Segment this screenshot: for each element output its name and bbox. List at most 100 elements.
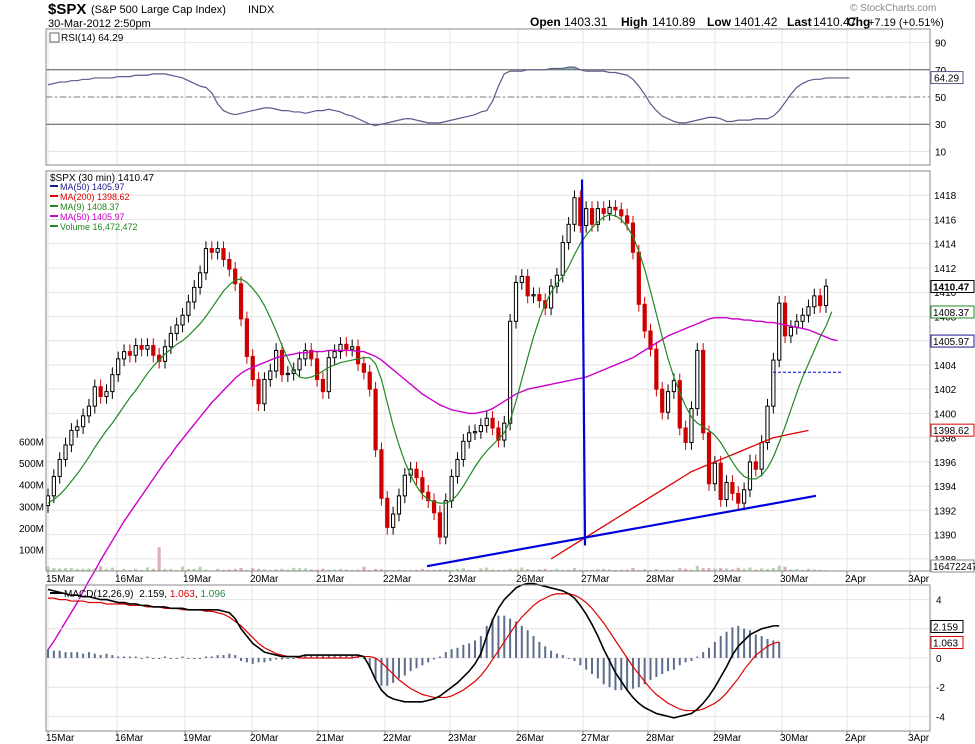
candle-body	[665, 391, 671, 413]
macd-histogram-bar	[397, 658, 400, 679]
macd-histogram-bar	[438, 656, 441, 658]
candle-body	[818, 295, 823, 307]
macd-histogram-bar	[421, 658, 424, 666]
volume-bar	[660, 569, 664, 571]
macd-histogram-bar	[743, 628, 746, 658]
candle-body	[560, 242, 565, 276]
candle-body	[823, 285, 829, 307]
volume-bar	[204, 569, 208, 571]
macd-legend-v2: 1.063	[170, 589, 195, 600]
volume-bar	[730, 569, 735, 571]
macd-histogram-bar	[327, 655, 330, 658]
candle-body	[525, 275, 530, 297]
volume-bar	[455, 568, 460, 571]
macd-histogram-bar	[526, 630, 529, 658]
macd-histogram-bar	[409, 658, 412, 672]
macd-histogram-bar	[257, 658, 260, 663]
vertical-trendline	[580, 179, 587, 546]
rsi-legend-box	[49, 32, 60, 43]
volume-bar	[707, 567, 711, 571]
legend-swatch	[50, 205, 58, 207]
macd-histogram-bar	[561, 655, 564, 658]
last-label: Last	[787, 15, 812, 29]
macd-histogram-bar	[778, 641, 781, 658]
volume-bar	[356, 569, 360, 571]
candle-body	[759, 442, 764, 470]
macd-tick-label: 4	[936, 596, 942, 607]
x-axis-label-bottom: 15Mar	[46, 733, 75, 744]
macd-histogram-bar	[181, 656, 184, 658]
candle-body	[484, 417, 489, 427]
candle-body	[86, 405, 92, 417]
macd-histogram-bar	[58, 650, 61, 658]
candle-body	[285, 372, 290, 376]
candle-body	[642, 303, 647, 332]
volume-bar	[496, 569, 501, 571]
volume-bar	[742, 568, 746, 571]
volume-bar	[602, 568, 606, 571]
macd-histogram-bar	[649, 658, 652, 680]
macd-histogram-bar	[275, 658, 278, 660]
candle-body	[601, 208, 606, 214]
candle-body	[437, 512, 443, 538]
volume-bar	[221, 569, 226, 571]
volume-tick-label: 200M	[19, 524, 44, 535]
macd-histogram-bar	[667, 658, 670, 672]
candle-body	[256, 378, 261, 405]
candle-body	[391, 513, 396, 528]
macd-histogram-bar	[245, 658, 248, 663]
x-axis-label-top: 15Mar	[46, 574, 75, 585]
candle-body	[379, 449, 384, 499]
volume-bar	[99, 566, 103, 571]
volume-bar	[450, 569, 454, 571]
candle-body	[238, 283, 244, 320]
candle-body	[133, 345, 138, 356]
candle-body	[303, 349, 308, 360]
volume-bar	[128, 569, 132, 571]
volume-bar	[391, 569, 395, 571]
candle-body	[519, 275, 524, 284]
volume-bar	[502, 569, 506, 571]
macd-histogram-bar	[47, 649, 49, 658]
macd-histogram-bar	[70, 652, 73, 658]
volume-bar	[724, 568, 729, 571]
candle-body	[45, 495, 51, 507]
volume-bar	[58, 568, 62, 571]
macd-histogram-bar	[280, 658, 283, 660]
macd-histogram-bar	[368, 658, 371, 669]
macd-histogram-bar	[684, 658, 687, 663]
x-axis-label-top: 30Mar	[780, 574, 809, 585]
candle-body	[151, 345, 156, 356]
volume-bar	[63, 568, 68, 571]
volume-bar	[689, 569, 694, 571]
macd-histogram-bar	[433, 658, 436, 660]
x-axis-label-bottom: 26Mar	[516, 733, 545, 744]
volume-bar	[584, 569, 588, 571]
price-value-tag: 1405.97	[933, 337, 970, 348]
candle-body	[706, 432, 712, 485]
candle-body	[788, 326, 794, 337]
candle-body	[344, 343, 349, 350]
volume-bar	[362, 566, 366, 571]
macd-histogram-bar	[520, 625, 523, 658]
x-axis-label-top: 21Mar	[316, 574, 345, 585]
x-axis-label-bottom: 2Apr	[845, 733, 867, 744]
volume-bar	[297, 568, 302, 571]
macd-histogram-bar	[123, 656, 126, 658]
volume-bar	[122, 568, 126, 571]
macd-histogram-bar	[76, 652, 79, 658]
candle-body	[613, 206, 618, 211]
macd-histogram-bar	[509, 618, 512, 658]
volume-bar	[765, 569, 770, 571]
volume-bar	[245, 569, 249, 571]
macd-histogram-bar	[450, 649, 453, 658]
rsi-tick-label: 30	[935, 120, 947, 131]
volume-bar	[420, 568, 424, 571]
volume-bar	[783, 566, 787, 571]
macd-histogram-bar	[240, 658, 243, 661]
candle-body	[373, 388, 378, 451]
candle-body	[244, 318, 249, 357]
candle-body	[215, 248, 220, 253]
rsi-panel: 907050301064.29	[46, 39, 964, 158]
